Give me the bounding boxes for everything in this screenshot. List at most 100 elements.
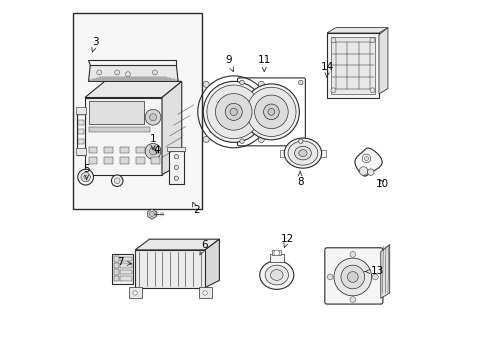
Text: 9: 9 <box>224 55 233 72</box>
Ellipse shape <box>298 150 306 157</box>
Circle shape <box>333 258 371 296</box>
Circle shape <box>263 104 279 120</box>
Bar <box>104 147 113 153</box>
Circle shape <box>349 297 355 302</box>
Text: 12: 12 <box>280 234 294 247</box>
Polygon shape <box>135 239 219 250</box>
Circle shape <box>369 88 374 93</box>
Circle shape <box>239 139 244 144</box>
Circle shape <box>364 156 368 161</box>
Circle shape <box>298 139 303 144</box>
Bar <box>120 157 128 164</box>
Circle shape <box>206 85 260 139</box>
Circle shape <box>246 87 295 136</box>
Polygon shape <box>88 60 176 65</box>
Bar <box>120 270 131 274</box>
Bar <box>78 149 83 154</box>
Circle shape <box>174 176 178 180</box>
Bar <box>88 101 144 125</box>
Circle shape <box>340 265 364 289</box>
Ellipse shape <box>294 146 311 160</box>
Text: 11: 11 <box>257 55 270 72</box>
Bar <box>77 108 85 155</box>
Polygon shape <box>326 28 387 33</box>
Bar <box>120 276 131 281</box>
Circle shape <box>369 38 374 42</box>
Ellipse shape <box>287 141 317 165</box>
Bar <box>169 151 183 184</box>
Bar <box>279 149 286 157</box>
Bar <box>114 276 119 282</box>
Bar <box>326 33 378 98</box>
Polygon shape <box>147 209 156 219</box>
Circle shape <box>258 81 264 87</box>
Bar <box>78 110 83 115</box>
Circle shape <box>367 169 373 175</box>
Bar <box>88 127 150 132</box>
Bar <box>128 287 142 298</box>
Circle shape <box>97 70 102 75</box>
Circle shape <box>115 70 120 75</box>
Circle shape <box>258 136 264 143</box>
Polygon shape <box>204 239 219 288</box>
Text: 13: 13 <box>364 266 383 276</box>
Circle shape <box>133 291 137 295</box>
Polygon shape <box>85 81 182 98</box>
Text: 10: 10 <box>375 179 388 189</box>
Circle shape <box>149 148 156 155</box>
Circle shape <box>326 274 332 280</box>
Text: 4: 4 <box>153 144 160 154</box>
Polygon shape <box>378 28 387 94</box>
Bar <box>120 147 128 153</box>
Circle shape <box>330 88 335 93</box>
Circle shape <box>174 154 178 159</box>
Circle shape <box>203 291 207 295</box>
Circle shape <box>239 80 244 85</box>
Polygon shape <box>380 244 389 298</box>
Circle shape <box>83 175 87 179</box>
Bar <box>269 253 284 262</box>
Bar <box>78 139 83 144</box>
Text: 5: 5 <box>83 164 90 180</box>
Bar <box>73 13 202 209</box>
Circle shape <box>111 175 122 186</box>
Circle shape <box>125 72 130 77</box>
Circle shape <box>225 103 242 120</box>
Bar <box>104 157 113 164</box>
Text: 7: 7 <box>117 257 131 267</box>
Bar <box>151 157 160 164</box>
Ellipse shape <box>270 270 283 280</box>
Circle shape <box>152 70 157 75</box>
Polygon shape <box>162 81 182 175</box>
Bar <box>76 148 86 155</box>
Circle shape <box>145 143 161 159</box>
Bar <box>167 147 185 151</box>
Bar <box>318 149 325 157</box>
Ellipse shape <box>259 261 293 289</box>
Circle shape <box>149 114 156 121</box>
Ellipse shape <box>284 138 321 168</box>
Text: 14: 14 <box>320 62 333 78</box>
Bar <box>78 120 83 125</box>
Bar <box>76 107 86 114</box>
Circle shape <box>273 250 279 256</box>
Circle shape <box>78 169 93 185</box>
Circle shape <box>203 81 209 87</box>
Bar <box>120 257 131 261</box>
Bar <box>135 147 144 153</box>
Circle shape <box>359 167 367 175</box>
Bar <box>120 263 131 267</box>
Circle shape <box>81 172 90 182</box>
Bar <box>330 37 375 94</box>
Bar <box>114 269 119 275</box>
Circle shape <box>149 212 154 217</box>
Circle shape <box>346 271 357 282</box>
Bar <box>88 147 97 153</box>
Circle shape <box>203 81 264 142</box>
Circle shape <box>203 136 209 143</box>
Circle shape <box>243 84 299 140</box>
Text: 8: 8 <box>296 171 303 187</box>
FancyBboxPatch shape <box>324 248 382 304</box>
Ellipse shape <box>264 265 288 285</box>
Bar <box>135 157 144 164</box>
